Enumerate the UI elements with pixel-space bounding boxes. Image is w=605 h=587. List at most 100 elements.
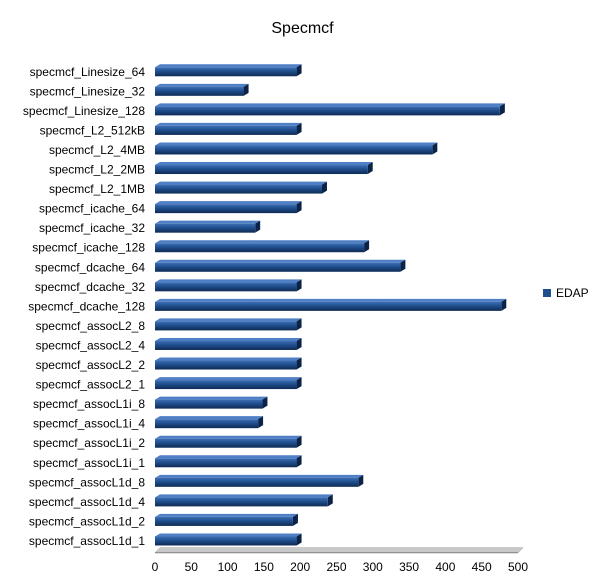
- bar-top-face: [155, 181, 327, 185]
- bar: [155, 438, 297, 448]
- bar: [155, 262, 401, 272]
- bar-top-face: [155, 83, 249, 87]
- x-tick-label: 250: [326, 560, 346, 574]
- bar-top-face: [155, 337, 302, 341]
- bar-end-face: [296, 201, 302, 214]
- bar-end-face: [296, 64, 302, 77]
- bar: [155, 536, 297, 546]
- bar: [155, 419, 259, 429]
- bar-end-face: [321, 181, 327, 194]
- bar-top-face: [155, 240, 370, 244]
- bar-top-face: [155, 416, 264, 420]
- bar-top-face: [155, 64, 302, 68]
- bar: [155, 204, 297, 214]
- bar-end-face: [292, 513, 298, 526]
- bar-top-face: [155, 396, 268, 400]
- category-label: specmcf_dcache_128: [28, 299, 145, 313]
- bar: [155, 125, 297, 135]
- bar-top-face: [155, 298, 507, 302]
- bar-end-face: [296, 122, 302, 135]
- bar-end-face: [364, 240, 370, 253]
- bar-top-face: [155, 494, 333, 498]
- category-label: specmcf_Linesize_128: [23, 104, 145, 118]
- category-label: specmcf_assocL2_4: [36, 338, 146, 352]
- x-tick-label: 0: [152, 560, 159, 574]
- bar: [155, 243, 365, 253]
- bar: [155, 321, 297, 331]
- bar: [155, 145, 433, 155]
- bar: [155, 399, 263, 409]
- bar-top-face: [155, 201, 302, 205]
- bar-end-face: [296, 435, 302, 448]
- category-label: specmcf_assocL1i_4: [33, 417, 145, 431]
- bar: [155, 67, 297, 77]
- bar: [155, 86, 244, 96]
- bar-end-face: [296, 357, 302, 370]
- bar-top-face: [155, 474, 364, 478]
- category-label: specmcf_assocL1d_8: [29, 475, 145, 489]
- x-tick-label: 450: [472, 560, 492, 574]
- bar-top-face: [155, 357, 302, 361]
- bar-top-face: [155, 142, 438, 146]
- chart-title: Specmcf: [271, 20, 334, 37]
- bar-top-face: [155, 377, 302, 381]
- x-tick-label: 500: [508, 560, 528, 574]
- bar-top-face: [155, 513, 298, 517]
- x-tick-label: 400: [435, 560, 455, 574]
- category-label: specmcf_assocL1d_2: [29, 514, 145, 528]
- bar: [155, 360, 297, 370]
- bar-top-face: [155, 259, 406, 263]
- bar-end-face: [296, 279, 302, 292]
- bar-top-face: [155, 103, 505, 107]
- bar-end-face: [400, 259, 406, 272]
- category-label: specmcf_icache_32: [39, 221, 145, 235]
- x-tick-label: 200: [290, 560, 310, 574]
- bar-end-face: [296, 377, 302, 390]
- bar-end-face: [296, 337, 302, 350]
- bar-end-face: [296, 533, 302, 546]
- category-label: specmcf_L2_2MB: [49, 163, 145, 177]
- bar: [155, 516, 293, 526]
- bar-end-face: [243, 83, 249, 96]
- category-label: specmcf_assocL1i_2: [33, 436, 145, 450]
- x-tick-label: 300: [363, 560, 383, 574]
- bar: [155, 106, 500, 116]
- bar-end-face: [262, 396, 268, 409]
- x-tick-label: 100: [218, 560, 238, 574]
- bar-end-face: [367, 162, 373, 175]
- bar-top-face: [155, 318, 302, 322]
- bar: [155, 282, 297, 292]
- category-label: specmcf_dcache_64: [35, 260, 145, 274]
- bar-end-face: [501, 298, 507, 311]
- bar-end-face: [296, 455, 302, 468]
- category-label: specmcf_assocL1i_8: [33, 397, 145, 411]
- bar-end-face: [255, 220, 261, 233]
- category-label: specmcf_L2_4MB: [49, 143, 145, 157]
- category-label: specmcf_L2_1MB: [49, 182, 145, 196]
- bar: [155, 165, 368, 175]
- bar: [155, 301, 502, 311]
- x-tick-label: 350: [399, 560, 419, 574]
- bar-end-face: [327, 494, 333, 507]
- bar: [155, 184, 322, 194]
- category-label: specmcf_dcache_32: [35, 280, 145, 294]
- legend-swatch: [543, 289, 551, 297]
- category-label: specmcf_assocL2_2: [36, 358, 146, 372]
- category-label: specmcf_assocL1i_1: [33, 456, 145, 470]
- bar: [155, 223, 256, 233]
- bar: [155, 340, 297, 350]
- axis-floor: [154, 547, 524, 553]
- bar-top-face: [155, 279, 302, 283]
- x-tick-label: 150: [254, 560, 274, 574]
- category-label: specmcf_assocL1d_4: [29, 495, 145, 509]
- category-label: specmcf_L2_512kB: [40, 123, 145, 137]
- bar-end-face: [358, 474, 364, 487]
- bar-top-face: [155, 435, 302, 439]
- bar: [155, 497, 328, 507]
- category-label: specmcf_Linesize_64: [30, 65, 146, 79]
- bar-top-face: [155, 455, 302, 459]
- category-label: specmcf_assocL1d_1: [29, 534, 145, 548]
- bar-top-face: [155, 220, 261, 224]
- category-label: specmcf_Linesize_32: [30, 84, 146, 98]
